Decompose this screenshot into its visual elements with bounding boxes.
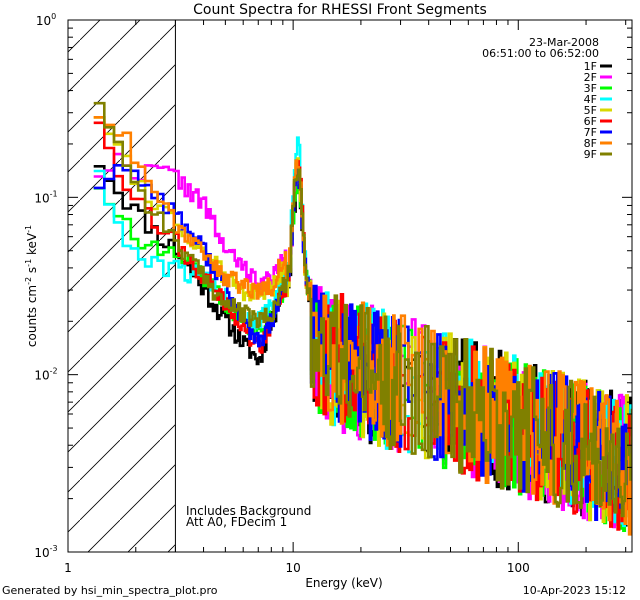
observation-time-range: 06:51:00 to 06:52:00 [482, 47, 599, 60]
legend-label-9F: 9F [584, 148, 597, 161]
annotation-attenuator: Att A0, FDecim 1 [186, 515, 287, 529]
legend-label-7F: 7F [584, 126, 597, 139]
x-axis-label: Energy (keV) [305, 576, 382, 590]
x-tick-label: 100 [507, 561, 530, 575]
chart-title: Count Spectra for RHESSI Front Segments [193, 2, 487, 18]
y-tick-label: 10-1 [34, 189, 57, 205]
footer-generated-by: Generated by hsi_min_spectra_plot.pro [2, 584, 218, 597]
y-tick-label: 100 [36, 12, 56, 28]
legend-label-4F: 4F [584, 93, 597, 106]
legend-label-8F: 8F [584, 137, 597, 150]
series-line-9F [93, 101, 632, 518]
x-tick-label: 10 [285, 561, 300, 575]
y-tick-label: 10-3 [34, 544, 57, 560]
axis-ticks: 1 10 100 10-3 10-2 10-1 100 [34, 12, 632, 575]
legend-label-6F: 6F [584, 115, 597, 128]
hatch-fill [68, 20, 176, 552]
legend-label-2F: 2F [584, 71, 597, 84]
footer-timestamp: 10-Apr-2023 15:12 [523, 584, 626, 597]
x-tick-label: 1 [64, 561, 72, 575]
legend-label-3F: 3F [584, 82, 597, 95]
y-axis-label: counts cm-2 s-1 keV-1 [24, 225, 39, 347]
y-axis-label-base: counts cm [25, 285, 39, 347]
plot-frame [67, 19, 633, 553]
hatched-region [68, 20, 176, 552]
series-layer [93, 101, 632, 536]
series-line-7F [93, 164, 632, 521]
legend-label-5F: 5F [584, 104, 597, 117]
legend-label-1F: 1F [584, 60, 597, 73]
observation-date: 23-Mar-2008 [529, 36, 599, 49]
annotation-background: Includes Background [186, 504, 311, 518]
y-tick-label: 10-2 [34, 367, 57, 383]
